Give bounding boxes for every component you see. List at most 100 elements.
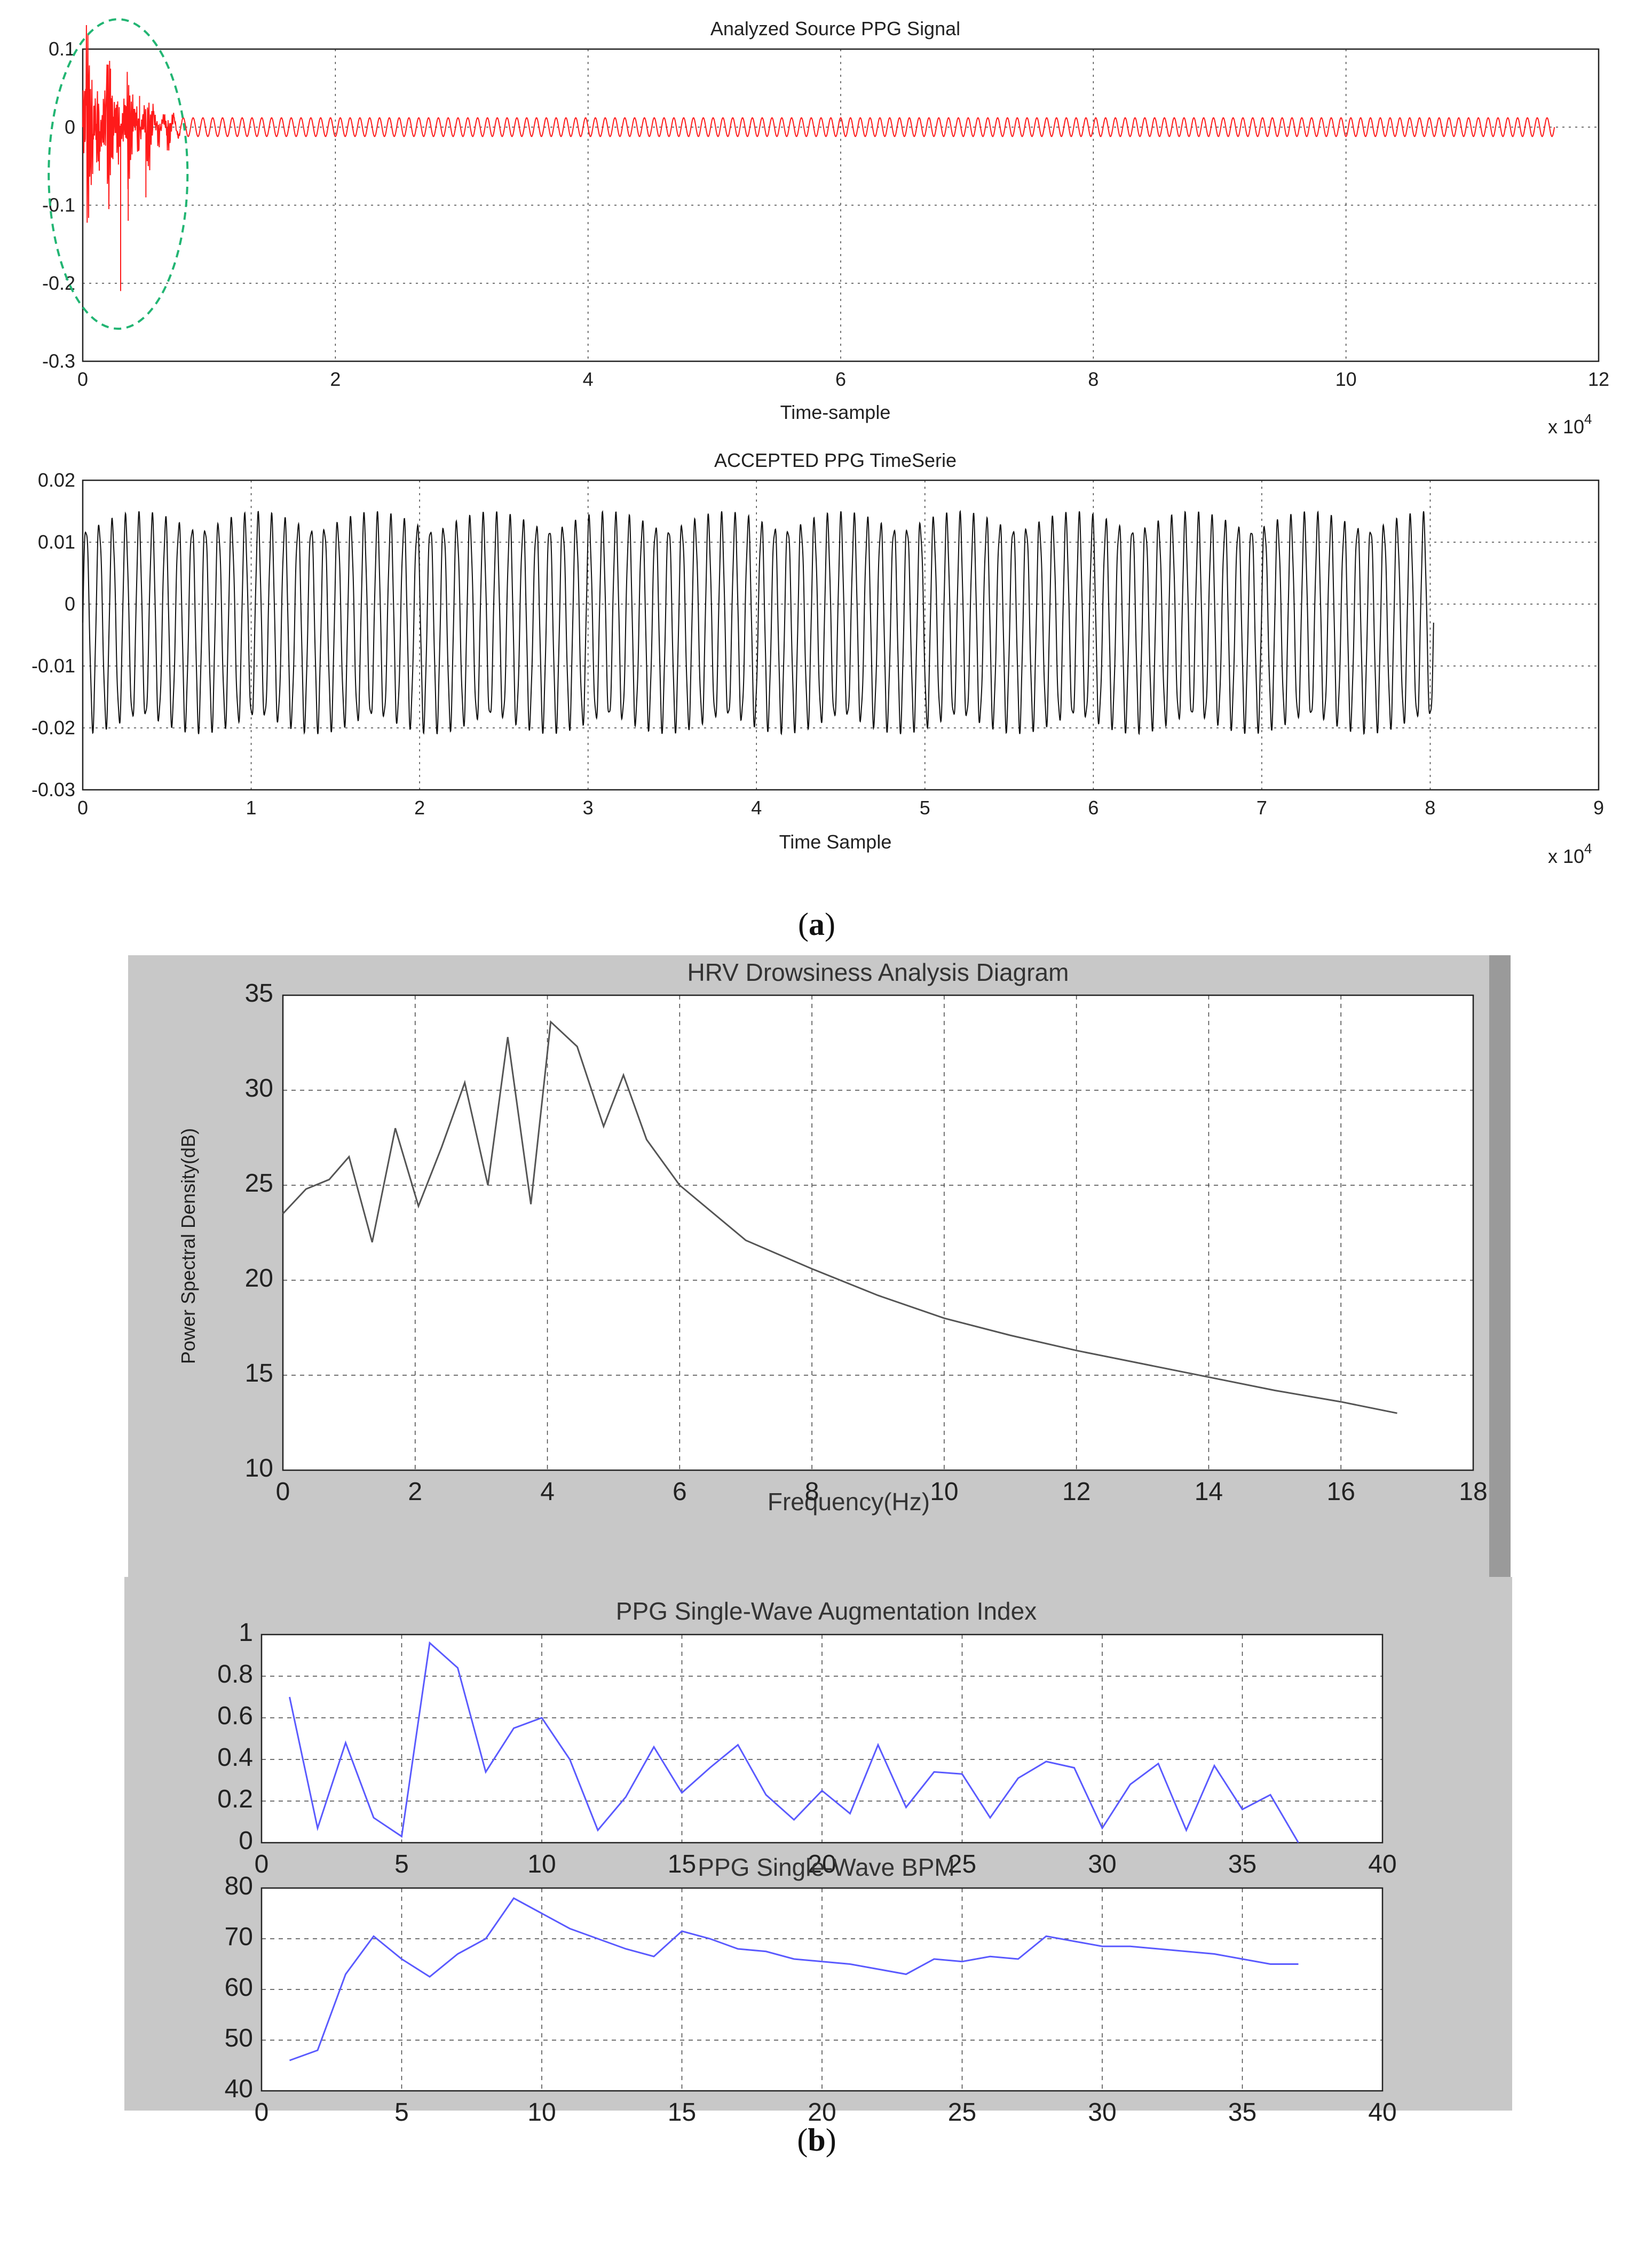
chart-accepted-ppg: ACCEPTED PPG TimeSerie Time Sample x 104… <box>31 449 1604 867</box>
x-tick-label: 5 <box>394 1850 409 1878</box>
x-tick-label: 35 <box>1228 2098 1256 2127</box>
x-tick-label: 7 <box>1256 797 1267 819</box>
chart-title: Analyzed Source PPG Signal <box>710 18 960 39</box>
y-tick-label: 0.02 <box>38 469 75 491</box>
series-line <box>82 25 1555 223</box>
y-tick-label: 20 <box>245 1264 273 1292</box>
chart-hrv-psd: HRV Drowsiness Analysis Diagram Frequenc… <box>177 958 1488 1516</box>
chart-source-ppg: Analyzed Source PPG Signal Time-sample x… <box>42 18 1609 438</box>
series-line <box>282 1020 1397 1414</box>
chart-title: PPG Single-Wave BPM <box>698 1853 954 1881</box>
y-tick-label: 1 <box>239 1619 253 1647</box>
chart-title: HRV Drowsiness Analysis Diagram <box>687 958 1069 986</box>
series-line <box>82 510 1434 736</box>
y-tick-label: 80 <box>225 1872 253 1900</box>
x-tick-label: 2 <box>330 368 341 390</box>
y-tick-label: 0 <box>239 1827 253 1855</box>
x-tick-label: 3 <box>583 797 594 819</box>
y-tick-label: 0.6 <box>217 1702 253 1730</box>
x-tick-label: 5 <box>920 797 930 819</box>
x-tick-label: 12 <box>1588 368 1609 390</box>
x-multiplier-label: x 104 <box>1548 840 1592 867</box>
x-tick-label: 6 <box>673 1478 687 1506</box>
x-tick-label: 10 <box>1335 368 1357 390</box>
x-tick-label: 25 <box>948 2098 976 2127</box>
caption-a: (a) <box>798 907 835 942</box>
x-tick-label: 8 <box>805 1478 819 1506</box>
y-tick-label: -0.03 <box>31 779 75 800</box>
x-tick-label: 20 <box>808 1850 836 1878</box>
x-tick-label: 2 <box>414 797 425 819</box>
x-tick-label: 4 <box>583 368 594 390</box>
y-tick-label: 35 <box>245 979 273 1008</box>
x-tick-label: 10 <box>527 2098 556 2127</box>
chart-augmentation-index: PPG Single-Wave Augmentation Index 0 5 10 1… <box>217 1597 1396 1878</box>
plot-border <box>282 994 1474 1471</box>
x-tick-label: 15 <box>668 2098 696 2127</box>
x-tick-label: 35 <box>1228 1850 1256 1878</box>
x-multiplier-label: x 104 <box>1548 411 1592 438</box>
plot-border <box>260 1887 1384 2092</box>
y-tick-label: 0.1 <box>49 38 75 60</box>
x-tick-label: 15 <box>668 1850 696 1878</box>
x-tick-label: 1 <box>246 797 257 819</box>
x-tick-label: 2 <box>408 1478 422 1506</box>
y-tick-label: 15 <box>245 1359 273 1387</box>
x-tick-label: 12 <box>1062 1478 1090 1506</box>
plot-area <box>83 480 1599 790</box>
x-tick-label: 18 <box>1459 1478 1487 1506</box>
x-tick-label: 9 <box>1593 797 1604 819</box>
x-tick-label: 40 <box>1368 2098 1396 2127</box>
x-tick-label: 14 <box>1195 1478 1223 1506</box>
x-tick-label: 30 <box>1088 2098 1116 2127</box>
x-tick-label: 20 <box>808 2098 836 2127</box>
series-line <box>289 1897 1299 2061</box>
chart-bpm: PPG Single-Wave BPM 0 5 10 15 20 25 30 35 40 80 70… <box>225 1853 1397 2127</box>
x-axis-label: Frequency(Hz) <box>768 1488 930 1516</box>
y-tick-label: 40 <box>225 2075 253 2103</box>
y-tick-label: 70 <box>225 1923 253 1951</box>
x-axis-label: Time-sample <box>780 401 891 423</box>
caption-b: (b) <box>797 2122 836 2158</box>
x-tick-label: 30 <box>1088 1850 1116 1878</box>
y-axis-label: Power Spectral Density(dB) <box>177 1128 199 1364</box>
x-tick-label: 10 <box>527 1850 556 1878</box>
y-tick-label: 0 <box>65 593 75 615</box>
y-tick-label: 50 <box>225 2024 253 2052</box>
y-tick-label: 0.4 <box>217 1743 253 1772</box>
y-tick-label: -0.3 <box>42 350 75 372</box>
x-tick-label: 8 <box>1088 368 1098 390</box>
plot-border <box>260 1633 1384 1844</box>
y-tick-label: 0.01 <box>38 531 75 553</box>
plot-border <box>82 479 1600 791</box>
x-tick-label: 6 <box>835 368 846 390</box>
artifact-highlight-ellipse <box>48 18 189 330</box>
x-tick-label: 4 <box>751 797 762 819</box>
psd-panel-edge <box>1489 955 1511 1577</box>
y-tick-label: -0.1 <box>42 194 75 216</box>
x-tick-label: 10 <box>930 1478 958 1506</box>
x-tick-label: 4 <box>540 1478 555 1506</box>
x-tick-label: 0 <box>276 1478 290 1506</box>
x-tick-label: 40 <box>1368 1850 1396 1878</box>
y-tick-label: -0.2 <box>42 272 75 294</box>
x-tick-label: 8 <box>1425 797 1435 819</box>
x-tick-label: 0 <box>77 368 88 390</box>
x-tick-label: 6 <box>1088 797 1098 819</box>
chart-title: PPG Single-Wave Augmentation Index <box>616 1597 1037 1625</box>
x-tick-label: 0 <box>77 797 88 819</box>
x-tick-label: 0 <box>255 1850 269 1878</box>
y-tick-label: 10 <box>245 1454 273 1482</box>
x-axis-label: Time Sample <box>779 831 892 853</box>
y-tick-label: -0.02 <box>31 717 75 739</box>
x-tick-label: 0 <box>255 2098 269 2127</box>
y-tick-label: -0.01 <box>31 655 75 677</box>
y-tick-label: 30 <box>245 1074 273 1103</box>
y-tick-label: 0.8 <box>217 1660 253 1688</box>
x-tick-label: 16 <box>1327 1478 1355 1506</box>
y-tick-label: 0.2 <box>217 1785 253 1813</box>
y-tick-label: 25 <box>245 1169 273 1198</box>
x-tick-label: 25 <box>948 1850 976 1878</box>
plot-border <box>82 48 1600 362</box>
